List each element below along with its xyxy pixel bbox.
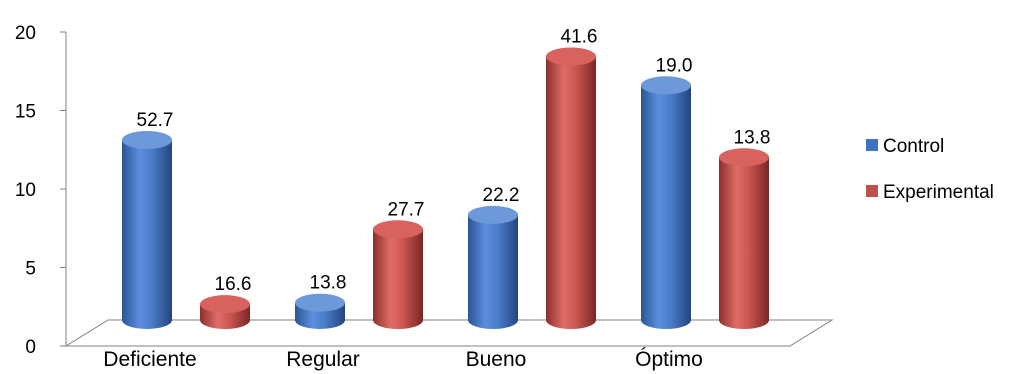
bar-top xyxy=(200,295,250,314)
bar-top xyxy=(373,220,423,239)
category-label: Bueno xyxy=(466,348,527,371)
axes xyxy=(64,32,834,347)
y-tick-label: 20 xyxy=(15,23,36,44)
y-tick-label: 10 xyxy=(15,180,36,201)
bar-experimental-2 xyxy=(373,220,423,329)
legend-item-control: Control xyxy=(866,136,944,157)
category-label: Óptimo xyxy=(635,348,703,371)
data-label: 27.7 xyxy=(388,199,425,220)
bar-body xyxy=(373,229,423,329)
bar-experimental-4 xyxy=(719,148,769,329)
legend: Control Experimental xyxy=(866,136,994,203)
category-labels: Deficiente Regular Bueno Óptimo xyxy=(103,348,703,371)
legend-label: Control xyxy=(883,136,944,157)
bar-control-3 xyxy=(468,205,518,329)
category-label: Regular xyxy=(286,348,360,371)
data-labels: 52.7 16.6 13.8 27.7 22.2 41.6 19.0 13.8 xyxy=(137,26,771,295)
floor-plane xyxy=(64,319,834,347)
data-label: 41.6 xyxy=(561,26,598,47)
bar-body xyxy=(468,214,518,329)
data-label: 52.7 xyxy=(137,110,174,131)
category-label: Deficiente xyxy=(103,348,196,371)
bar-body xyxy=(641,85,691,329)
data-label: 22.2 xyxy=(483,185,520,206)
bar-control-2 xyxy=(295,293,345,329)
bar-body xyxy=(122,140,172,329)
bar-top xyxy=(641,76,691,95)
data-label: 13.8 xyxy=(310,273,347,294)
y-tick-label: 0 xyxy=(25,337,36,358)
legend-item-experimental: Experimental xyxy=(866,182,994,203)
y-tick-label: 5 xyxy=(25,259,36,280)
data-label: 16.6 xyxy=(215,274,252,295)
y-tick-label: 15 xyxy=(15,102,36,123)
legend-label: Experimental xyxy=(883,182,994,203)
legend-swatch xyxy=(866,139,878,151)
bar-control-1 xyxy=(122,131,172,329)
bar-top xyxy=(122,131,172,149)
legend-swatch xyxy=(866,185,878,197)
data-label: 13.8 xyxy=(734,127,771,148)
data-label: 19.0 xyxy=(656,55,693,76)
bar-experimental-1 xyxy=(200,295,250,329)
y-ticks: 0 5 10 15 20 xyxy=(15,23,66,358)
bar-experimental-3 xyxy=(546,47,596,329)
bar-body xyxy=(546,56,596,329)
bar-control-4 xyxy=(641,76,691,329)
bar-top xyxy=(546,47,596,66)
bars xyxy=(122,47,769,329)
bar-top xyxy=(468,205,518,224)
bar-body xyxy=(719,157,769,329)
bar-top xyxy=(719,148,769,167)
bar-top xyxy=(295,293,345,312)
